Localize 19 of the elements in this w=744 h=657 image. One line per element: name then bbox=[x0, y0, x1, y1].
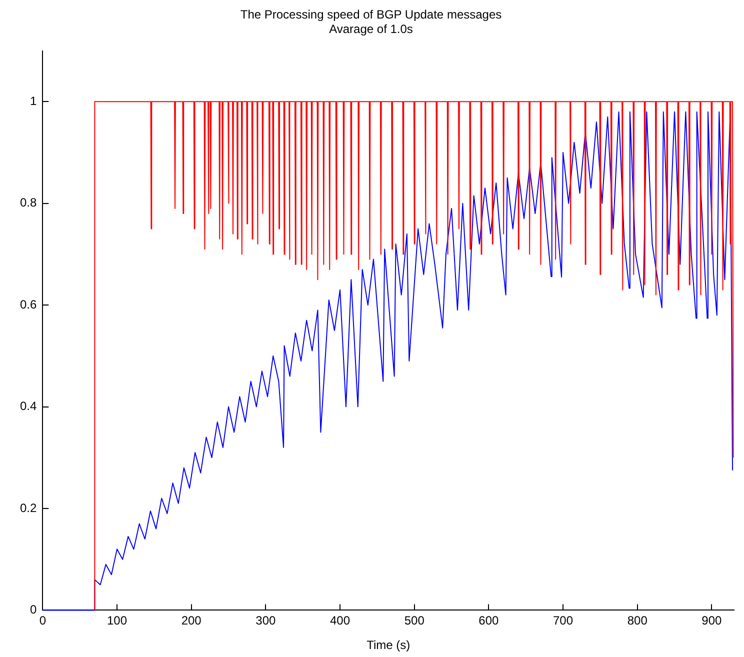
x-tick-label: 400 bbox=[330, 614, 350, 628]
x-tick-label: 0 bbox=[39, 614, 46, 628]
x-tick-label: 600 bbox=[478, 614, 500, 628]
x-tick-label: 200 bbox=[181, 614, 202, 628]
y-tick-label: 0.6 bbox=[20, 297, 37, 312]
y-tick-label: 0 bbox=[30, 602, 37, 617]
x-tick-label: 300 bbox=[256, 614, 276, 628]
y-tick-label: 0.8 bbox=[20, 196, 37, 210]
y-tick-label: 0.4 bbox=[20, 399, 37, 414]
x-tick-label: 700 bbox=[553, 614, 574, 628]
y-tick-label: 1 bbox=[30, 94, 37, 108]
x-tick-label: 500 bbox=[404, 614, 425, 628]
chart-title: The Processing speed of BGP Update messages bbox=[240, 8, 502, 22]
x-tick-label: 900 bbox=[702, 614, 722, 628]
x-tick-label: 100 bbox=[107, 614, 128, 628]
x-tick-label: 800 bbox=[627, 614, 648, 628]
x-axis-title: Time (s) bbox=[366, 638, 410, 652]
chart-subtitle: Avarage of 1.0s bbox=[329, 22, 413, 36]
y-tick-label: 0.2 bbox=[20, 500, 37, 515]
